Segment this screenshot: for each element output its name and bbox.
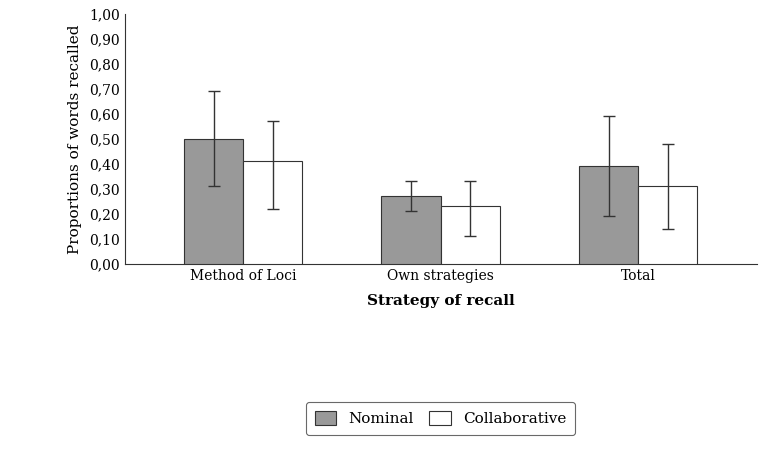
Y-axis label: Proportions of words recalled: Proportions of words recalled (68, 24, 82, 253)
Bar (184, 139, 243, 264)
Legend: Nominal, Collaborative: Nominal, Collaborative (306, 402, 576, 435)
Bar (243, 162, 303, 264)
X-axis label: Strategy of recall: Strategy of recall (367, 294, 515, 308)
Bar (579, 167, 638, 264)
Bar (441, 207, 500, 264)
Bar (381, 197, 441, 264)
Bar (638, 187, 697, 264)
